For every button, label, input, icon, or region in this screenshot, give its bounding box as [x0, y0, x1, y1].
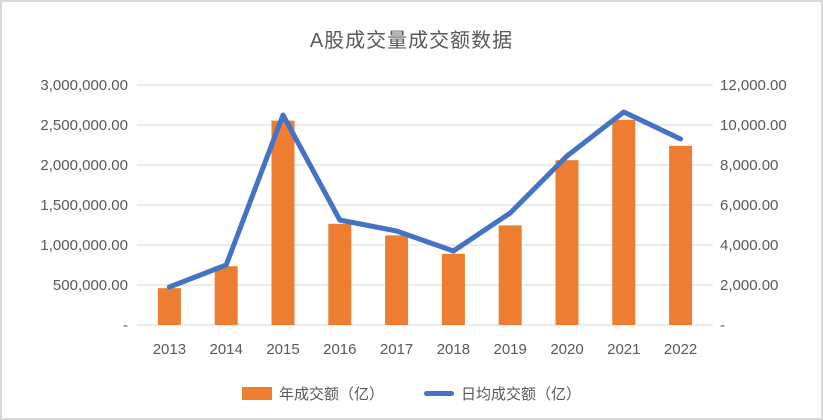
right-axis-tick-label: 10,000.00: [720, 117, 787, 134]
x-axis-label-2013: 2013: [153, 341, 186, 358]
left-axis-tick-label: 2,500,000.00: [40, 117, 128, 134]
bar-2021[interactable]: [612, 119, 636, 325]
bar-2017[interactable]: [385, 235, 409, 325]
left-axis-tick-label: 1,500,000.00: [40, 197, 128, 214]
chart-legend: 年成交额（亿） 日均成交额（亿）: [2, 383, 821, 404]
x-axis-label-2016: 2016: [323, 341, 356, 358]
legend-label-annual-turnover: 年成交额（亿）: [278, 386, 384, 403]
chart-title: A股成交量成交额数据: [309, 30, 514, 52]
right-axis-tick-label: -: [720, 317, 725, 334]
left-axis-tick-label: -: [123, 317, 128, 334]
bar-2018[interactable]: [441, 253, 465, 325]
left-axis-tick-label: 2,000,000.00: [40, 157, 128, 174]
bar-2019[interactable]: [498, 225, 522, 325]
line-series-swatch: [424, 391, 454, 396]
bar-2022[interactable]: [669, 145, 693, 325]
x-axis-label-2019: 2019: [494, 341, 527, 358]
bar-2015[interactable]: [271, 120, 295, 325]
bar-2014[interactable]: [214, 266, 238, 325]
bar-2020[interactable]: [555, 160, 579, 325]
legend-item-daily-avg-turnover[interactable]: 日均成交额（亿）: [424, 383, 581, 404]
right-axis-tick-label: 2,000.00: [720, 277, 778, 294]
right-axis-tick-label: 6,000.00: [720, 197, 778, 214]
right-axis-tick-label: 4,000.00: [720, 237, 778, 254]
right-axis-tick-label: 8,000.00: [720, 157, 778, 174]
x-axis-label-2020: 2020: [550, 341, 583, 358]
bar-series-swatch: [241, 387, 272, 400]
x-axis-label-2021: 2021: [607, 341, 640, 358]
x-axis-label-2015: 2015: [266, 341, 299, 358]
right-axis-tick-label: 12,000.00: [720, 77, 787, 94]
legend-item-annual-turnover[interactable]: 年成交额（亿）: [241, 383, 384, 404]
x-axis-label-2018: 2018: [437, 341, 470, 358]
x-axis-label-2022: 2022: [664, 341, 697, 358]
bar-2016[interactable]: [328, 223, 352, 325]
line-series-daily-avg-turnover[interactable]: [166, 109, 684, 290]
bar-2013[interactable]: [157, 288, 181, 325]
left-axis-tick-label: 500,000.00: [53, 277, 128, 294]
x-axis-label-2017: 2017: [380, 341, 413, 358]
left-axis-tick-label: 3,000,000.00: [40, 77, 128, 94]
left-axis-tick-label: 1,000,000.00: [40, 237, 128, 254]
x-axis-label-2014: 2014: [210, 341, 243, 358]
legend-label-daily-avg-turnover: 日均成交额（亿）: [461, 386, 582, 403]
